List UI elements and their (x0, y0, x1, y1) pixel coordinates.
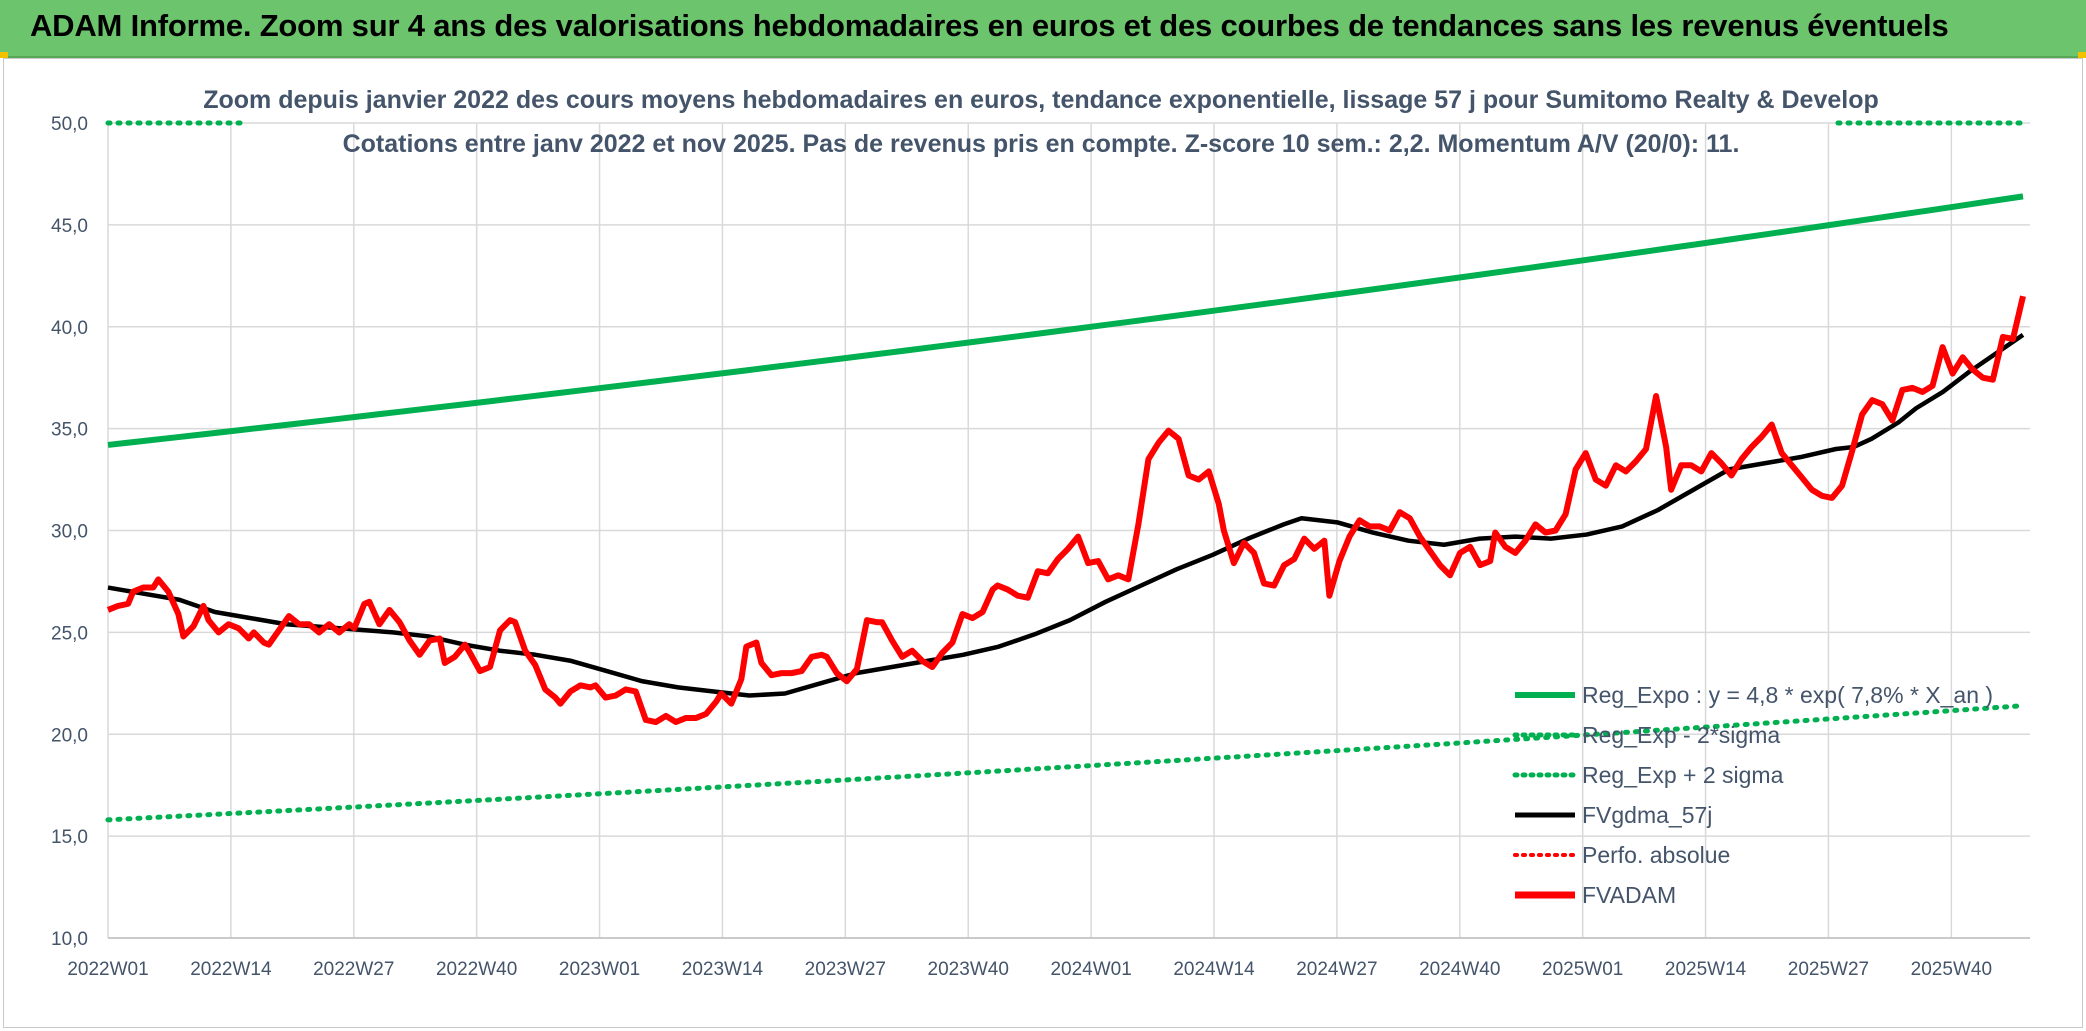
x-tick-label: 2023W27 (805, 959, 886, 980)
grid (107, 122, 2030, 939)
x-tick-label: 2024W40 (1419, 959, 1500, 980)
y-tick-label: 30,0 (51, 522, 88, 543)
x-tick-label: 2022W40 (436, 959, 517, 980)
x-tick-label: 2023W01 (559, 959, 640, 980)
x-tick-label: 2025W40 (1911, 959, 1992, 980)
header-accent-right (2078, 52, 2086, 58)
x-tick-label: 2024W01 (1050, 959, 1131, 980)
legend-fvgdma-label: FVgdma_57j (1582, 802, 1712, 828)
y-tick-label: 15,0 (51, 827, 88, 848)
series-fvadam (106, 295, 2026, 726)
y-tick-label: 20,0 (51, 725, 88, 746)
report-title: ADAM Informe. Zoom sur 4 ans des valoris… (30, 8, 1949, 43)
y-tick-label: 10,0 (51, 929, 88, 950)
y-tick-label: 50,0 (51, 114, 88, 135)
x-tick-label: 2022W14 (190, 959, 272, 980)
report-header: ADAM Informe. Zoom sur 4 ans des valoris… (0, 0, 2086, 58)
chart-frame (3, 58, 2083, 1028)
chart-subtitle-line1: Zoom depuis janvier 2022 des cours moyen… (203, 86, 1879, 114)
legend: Reg_Expo : y = 4,8 * exp( 7,8% * X_an ) R… (1512, 682, 1993, 908)
x-tick-label: 2025W27 (1788, 959, 1869, 980)
x-tick-label: 2022W27 (313, 959, 394, 980)
x-tick-label: 2025W14 (1665, 959, 1747, 980)
y-tick-label: 35,0 (51, 420, 88, 441)
y-tick-label: 45,0 (51, 216, 88, 237)
series-layer (105, 120, 2031, 823)
x-tick-label: 2024W14 (1173, 959, 1255, 980)
y-tick-label: 25,0 (51, 623, 88, 644)
legend-reg-exp-plus-label: Reg_Exp + 2 sigma (1582, 762, 1784, 788)
x-tick-label: 2023W14 (682, 959, 764, 980)
legend-fvadam-label: FVADAM (1582, 882, 1676, 908)
x-tick-label: 2025W01 (1542, 959, 1623, 980)
series-fvgdma-57j (107, 333, 2025, 698)
chart-subtitle-line2: Cotations entre janv 2022 et nov 2025. P… (343, 130, 1740, 158)
y-tick-label: 40,0 (51, 318, 88, 339)
x-axis: 2022W01 2022W14 2022W27 2022W40 2023W01 2023W… (67, 937, 2030, 980)
series-reg-expo (107, 193, 2024, 448)
x-tick-label: 2022W01 (67, 959, 148, 980)
y-axis: 50,0 45,0 40,0 35,0 30,0 25,0 20,0 15,0 10,0 (51, 114, 88, 950)
series-reg-exp-minus-2sigma (105, 703, 2026, 823)
legend-reg-exp-minus-label: Reg_Exp - 2*sigma (1582, 722, 1780, 748)
x-tick-label: 2023W40 (928, 959, 1009, 980)
x-tick-label: 2024W27 (1296, 959, 1377, 980)
legend-reg-expo-label: Reg_Expo : y = 4,8 * exp( 7,8% * X_an ) (1582, 682, 1993, 708)
legend-perfo-label: Perfo. absolue (1582, 842, 1730, 868)
header-accent-left (0, 52, 8, 58)
